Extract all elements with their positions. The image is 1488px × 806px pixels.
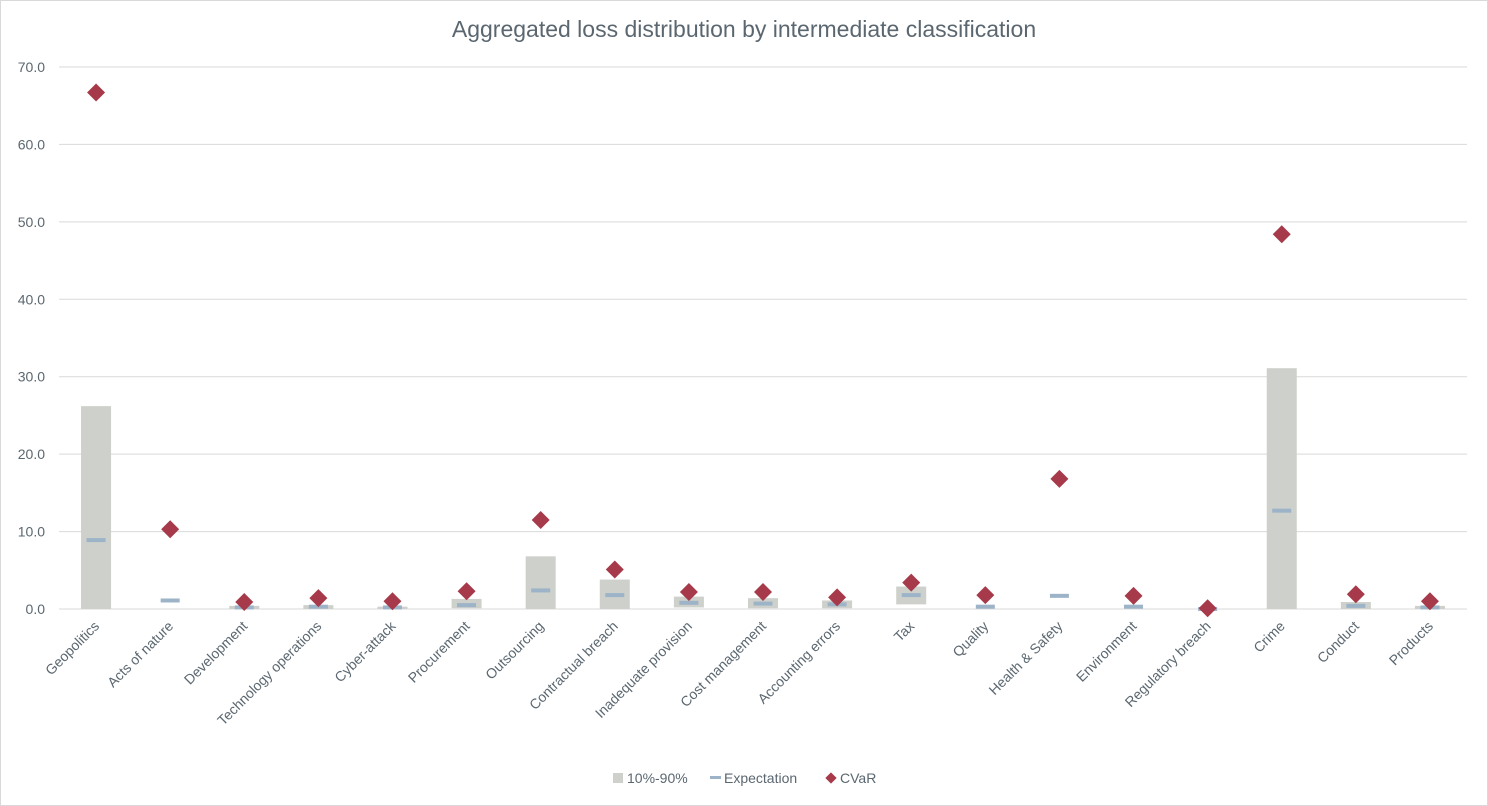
y-tick-label: 10.0 [18, 524, 45, 540]
x-tick-label: Environment [1073, 618, 1140, 685]
cvar-diamond [1198, 599, 1217, 618]
y-tick-label: 20.0 [18, 446, 45, 462]
cvar-diamond [605, 560, 624, 579]
legend-swatch-cvar [825, 772, 837, 784]
cvar-diamond [1124, 586, 1143, 605]
expectation-dash [901, 593, 921, 598]
gridlines [59, 66, 1467, 610]
expectation-dash [753, 601, 773, 606]
cvar-diamond [1346, 585, 1365, 604]
expectation-dash [531, 588, 551, 593]
legend-swatch-range [613, 773, 623, 783]
y-tick-label: 0.0 [26, 601, 46, 617]
cvar-diamond [383, 592, 402, 611]
cvar-diamond [1420, 592, 1439, 611]
y-tick-label: 70.0 [18, 59, 45, 75]
legend-label-range: 10%-90% [627, 770, 688, 786]
y-tick-label: 60.0 [18, 136, 45, 152]
y-axis-ticks: 0.0 10.0 20.0 30.0 40.0 50.0 60.0 70.0 [18, 59, 45, 617]
cvar-diamond [87, 83, 106, 102]
x-tick-label: Health & Safety [985, 618, 1065, 698]
x-tick-label: Geopolitics [42, 618, 102, 678]
chart-title: Aggregated loss distribution by intermed… [452, 16, 1036, 42]
y-tick-label: 50.0 [18, 214, 45, 230]
cvar-diamond [754, 582, 772, 601]
x-tick-label: Conduct [1314, 618, 1362, 666]
range-bar [1266, 368, 1297, 609]
expectation-dash [86, 538, 106, 543]
range-bar [525, 556, 556, 609]
expectation-dash [160, 598, 180, 603]
x-tick-label: Quality [949, 618, 991, 660]
expectation-dash [457, 603, 477, 608]
x-tick-label: Accounting errors [754, 618, 843, 707]
x-tick-label: Tax [891, 618, 918, 645]
y-tick-label: 30.0 [18, 369, 45, 385]
legend: 10%-90% Expectation CVaR [613, 770, 876, 786]
expectation-dash [1346, 603, 1366, 608]
x-tick-label: Procurement [405, 618, 473, 686]
expectation-dash [605, 593, 625, 598]
cvar-diamond [828, 588, 847, 607]
cvar-diamond [531, 510, 550, 529]
x-axis-ticks: Geopolitics Acts of nature DevelopmentTech… [42, 617, 1436, 728]
expectation-dash [975, 604, 995, 609]
cvar-diamond [235, 593, 254, 612]
expectation-dash [1049, 593, 1069, 598]
x-tick-label: Development [181, 618, 251, 688]
range-bar [81, 406, 112, 609]
cvar-diamond [976, 586, 995, 605]
x-tick-label: Cyber-attack [331, 617, 399, 685]
expectation-dash [679, 600, 699, 605]
x-tick-label: Outsourcing [482, 618, 547, 683]
cvar-diamond [679, 582, 698, 601]
cvar-diamond [1050, 469, 1069, 488]
cvar-diamond [902, 573, 921, 592]
cvar-diamond [1272, 225, 1291, 244]
x-tick-label: Crime [1250, 618, 1288, 656]
x-tick-label: Products [1386, 618, 1436, 668]
legend-label-cvar: CVaR [840, 770, 876, 786]
x-tick-label: Acts of nature [104, 618, 177, 691]
y-tick-label: 40.0 [18, 291, 45, 307]
expectation-dash [1272, 508, 1292, 513]
cvar-diamond [457, 582, 476, 601]
cvar-diamond [161, 520, 180, 539]
range-bars [81, 368, 1445, 609]
expectation-dash [1124, 604, 1144, 609]
legend-label-expectation: Expectation [724, 770, 797, 786]
legend-swatch-expectation [710, 776, 721, 779]
cvar-diamonds [87, 83, 1439, 618]
cvar-diamond [309, 589, 328, 608]
